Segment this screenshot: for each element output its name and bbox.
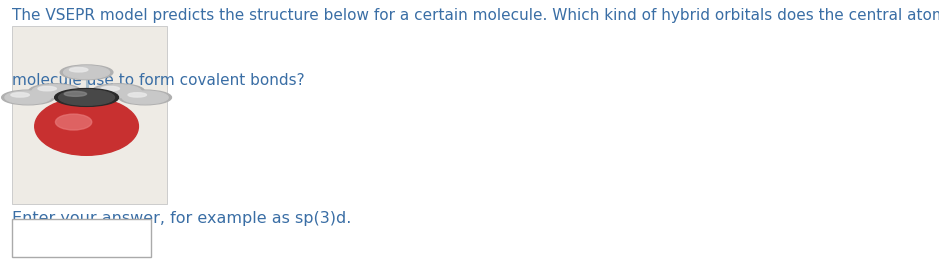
- Ellipse shape: [60, 65, 113, 80]
- Ellipse shape: [54, 89, 118, 106]
- Ellipse shape: [2, 90, 54, 105]
- Text: molecule use to form covalent bonds?: molecule use to form covalent bonds?: [12, 73, 305, 88]
- Ellipse shape: [5, 91, 51, 104]
- FancyBboxPatch shape: [12, 219, 151, 257]
- Ellipse shape: [55, 114, 92, 130]
- Ellipse shape: [122, 91, 168, 104]
- Ellipse shape: [95, 85, 141, 98]
- Ellipse shape: [32, 85, 78, 98]
- Ellipse shape: [38, 86, 56, 91]
- Ellipse shape: [58, 90, 115, 105]
- Ellipse shape: [128, 93, 146, 97]
- Text: Enter your answer, for example as sp(3)d.: Enter your answer, for example as sp(3)d…: [12, 211, 351, 226]
- Ellipse shape: [119, 90, 172, 105]
- Text: The VSEPR model predicts the structure below for a certain molecule. Which kind : The VSEPR model predicts the structure b…: [12, 8, 939, 23]
- Ellipse shape: [29, 84, 82, 99]
- Ellipse shape: [64, 91, 86, 96]
- FancyBboxPatch shape: [12, 26, 167, 204]
- Ellipse shape: [35, 97, 138, 155]
- Ellipse shape: [101, 86, 119, 91]
- Ellipse shape: [64, 66, 110, 79]
- Ellipse shape: [69, 68, 88, 72]
- Ellipse shape: [92, 84, 145, 99]
- Ellipse shape: [11, 93, 29, 97]
